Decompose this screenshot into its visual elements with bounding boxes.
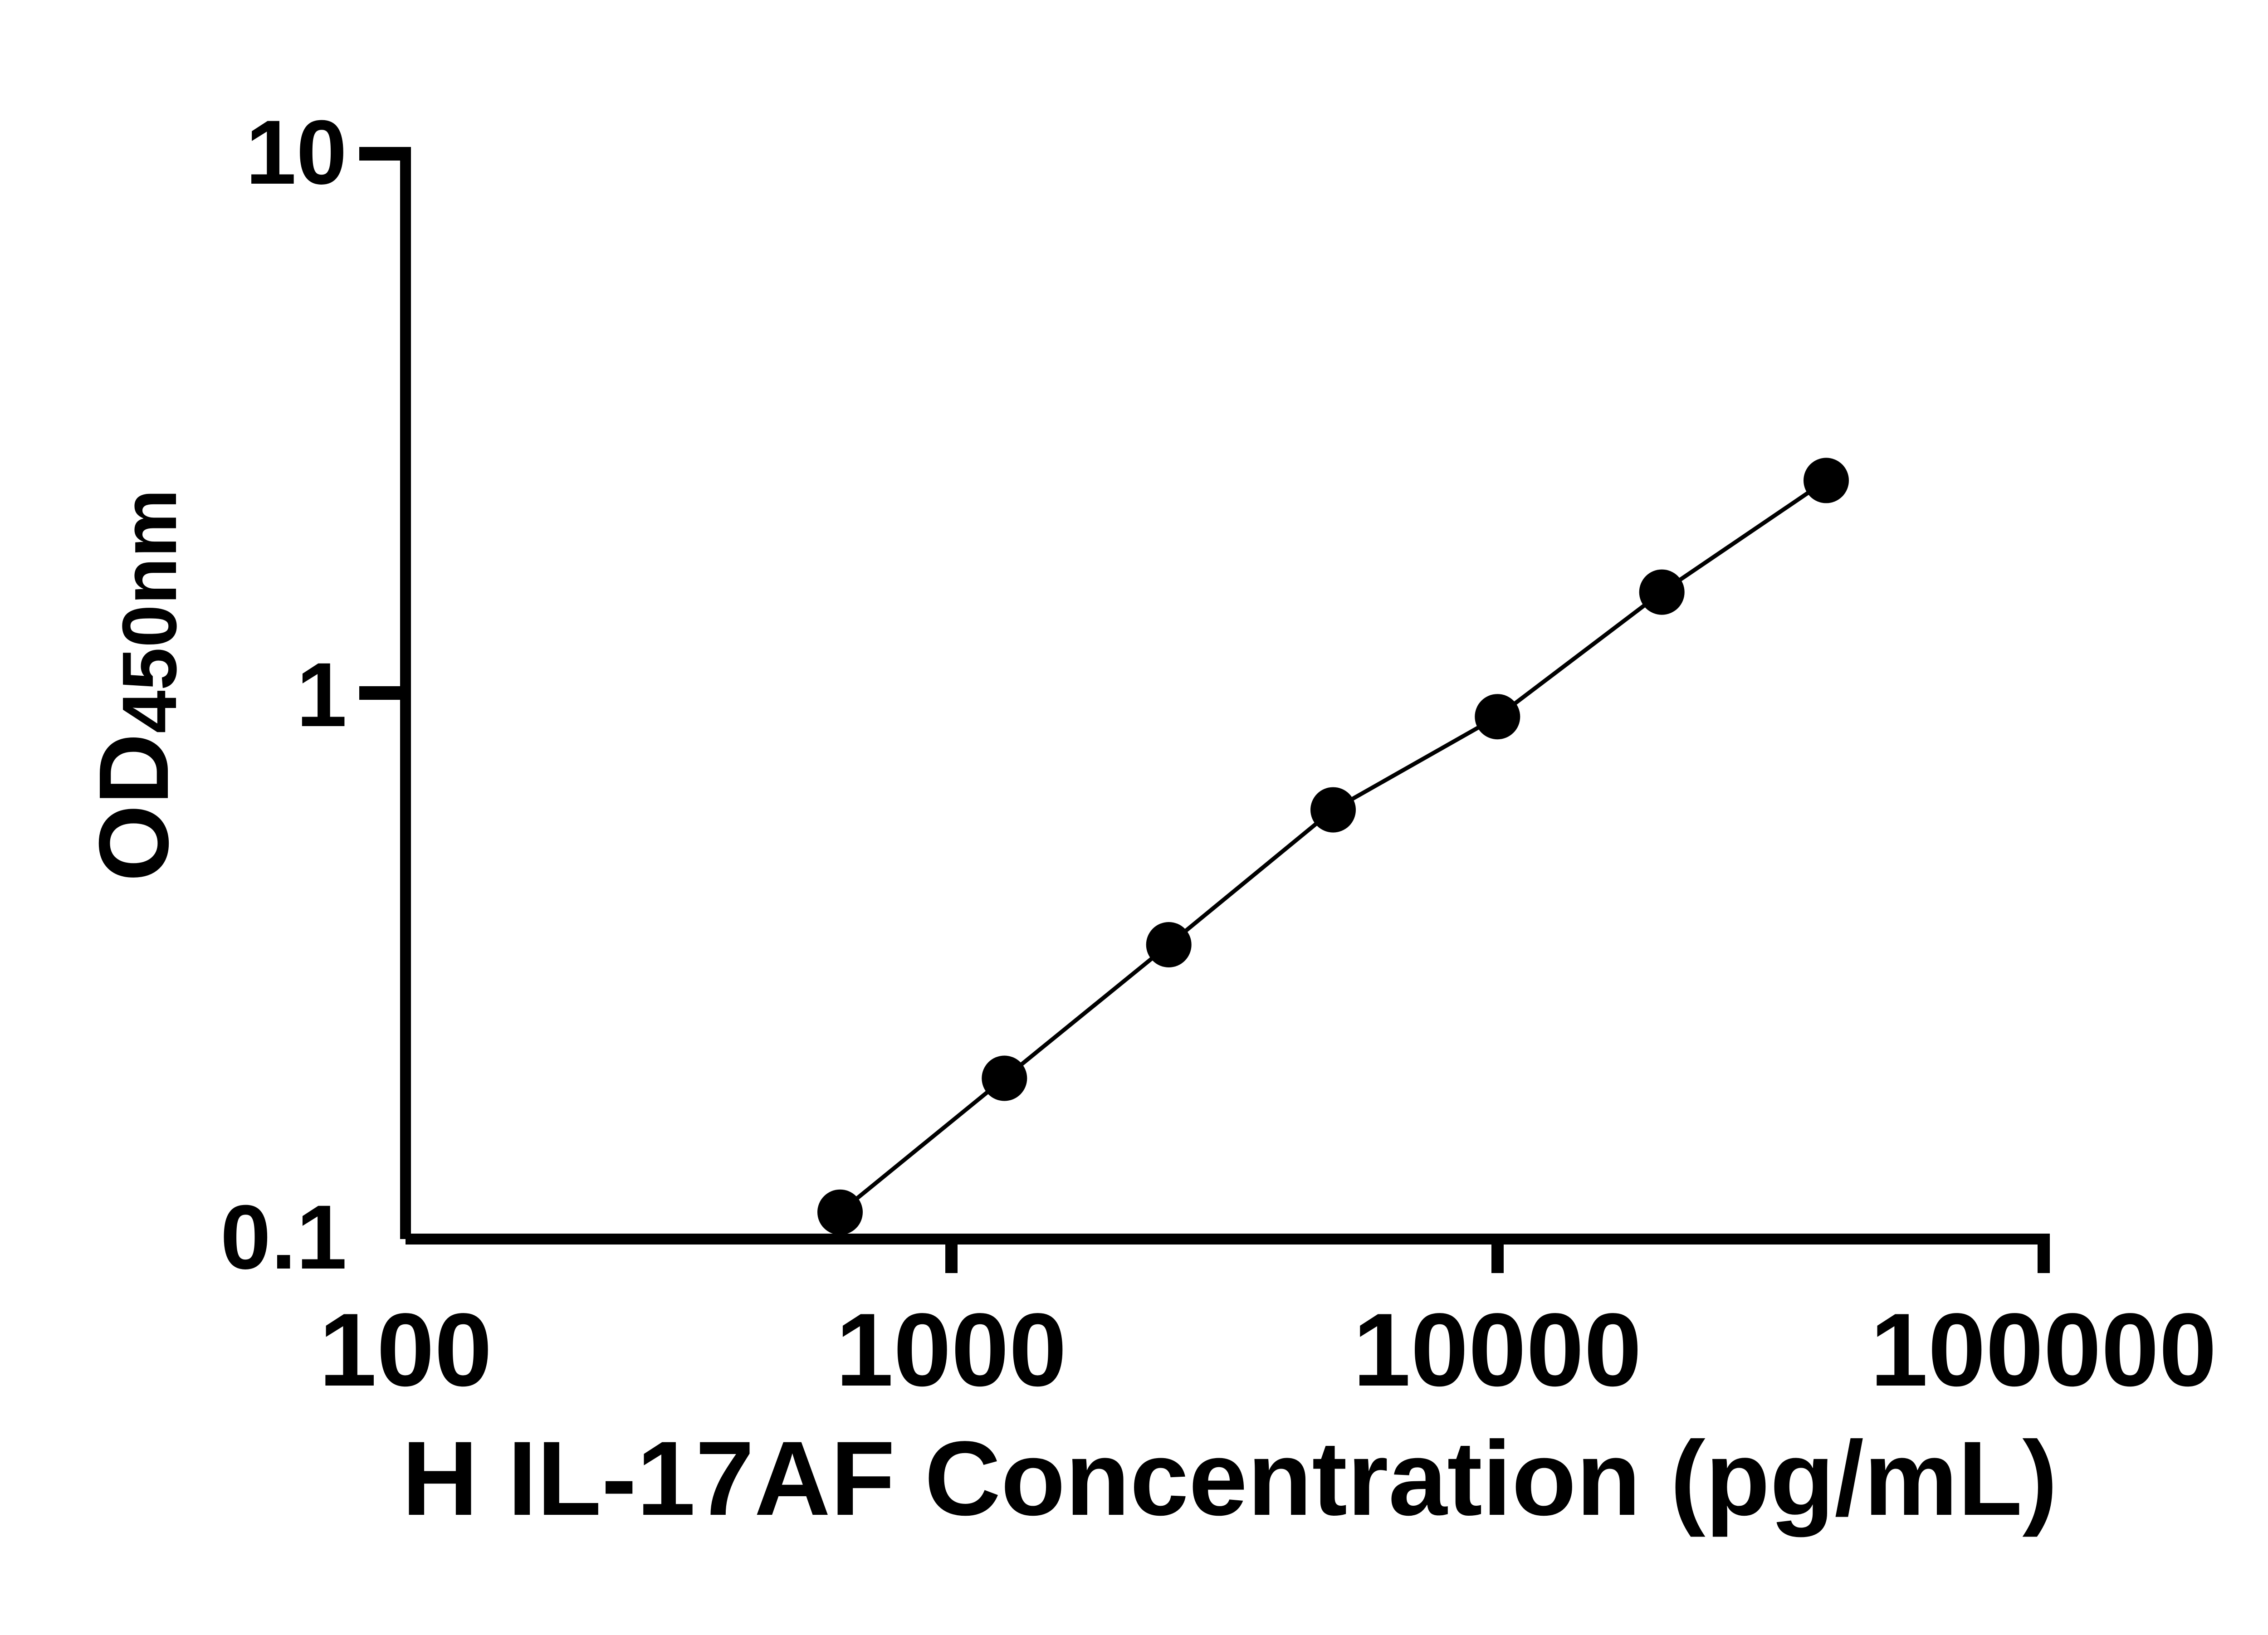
svg-text:1: 1	[296, 644, 347, 746]
svg-text:100000: 100000	[1870, 1292, 2217, 1408]
svg-text:1000: 1000	[836, 1292, 1066, 1408]
svg-text:OD450nm: OD450nm	[79, 489, 193, 882]
svg-text:10: 10	[245, 101, 347, 203]
svg-text:100: 100	[319, 1292, 492, 1408]
svg-text:10000: 10000	[1353, 1292, 1642, 1408]
svg-text:H IL-17AF Concentration (pg/mL: H IL-17AF Concentration (pg/mL)	[402, 1420, 2058, 1537]
svg-text:0.1: 0.1	[220, 1186, 347, 1288]
